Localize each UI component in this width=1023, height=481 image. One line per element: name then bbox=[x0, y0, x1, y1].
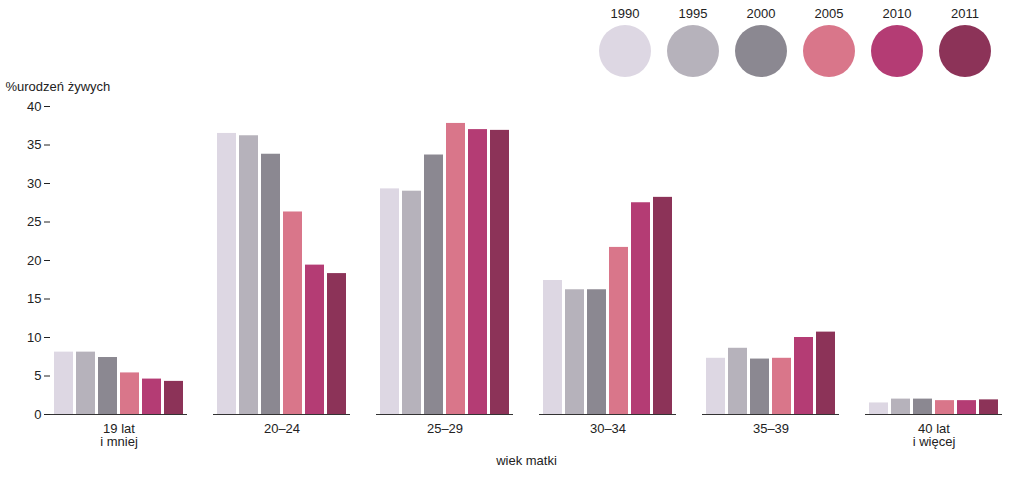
svg-text:15: 15 bbox=[27, 291, 41, 306]
svg-text:%urodzeń żywych: %urodzeń żywych bbox=[6, 79, 111, 94]
svg-text:35–39: 35–39 bbox=[753, 421, 789, 436]
html-text:2011: 2011 bbox=[951, 6, 979, 21]
svg-text:30: 30 bbox=[27, 176, 41, 191]
svg-text:25–29: 25–29 bbox=[427, 421, 463, 436]
svg-text:35: 35 bbox=[27, 137, 41, 152]
html-text:1995: 1995 bbox=[678, 6, 708, 21]
svg-text:20: 20 bbox=[27, 253, 41, 268]
svg-text:40: 40 bbox=[27, 99, 41, 114]
svg-text:19 lati mniej: 19 lati mniej bbox=[100, 421, 138, 449]
svg-text:wiek matki: wiek matki bbox=[495, 453, 557, 468]
svg-text:10: 10 bbox=[27, 330, 41, 345]
svg-text:25: 25 bbox=[27, 214, 41, 229]
svg-text:0: 0 bbox=[34, 407, 41, 422]
svg-text:30–34: 30–34 bbox=[590, 421, 626, 436]
svg-text:20–24: 20–24 bbox=[264, 421, 300, 436]
svg-text:40 lati więcej: 40 lati więcej bbox=[913, 421, 956, 449]
html-text:2005: 2005 bbox=[814, 6, 844, 21]
html-text:1990: 1990 bbox=[610, 6, 640, 21]
html-text:2010: 2010 bbox=[882, 6, 912, 21]
svg-text:5: 5 bbox=[34, 368, 41, 383]
html-text:2000: 2000 bbox=[746, 6, 776, 21]
